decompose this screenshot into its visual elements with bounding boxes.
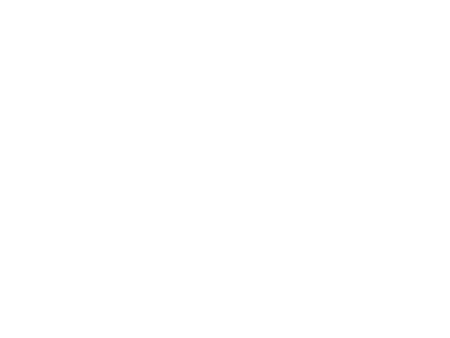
Bar xyxy=(27,24,414,68)
Text: GbE: GbE xyxy=(70,242,95,255)
Text: 1: 1 xyxy=(222,320,228,329)
Text: Hub: Hub xyxy=(70,114,95,127)
Text: Bridges: Bridges xyxy=(70,165,117,178)
Text: Switches: Switches xyxy=(70,191,126,204)
Bar xyxy=(32,28,419,72)
Text: VLANs: VLANs xyxy=(70,217,110,230)
Text: NIC: NIC xyxy=(70,140,91,152)
Text: Module 4.3:   Repeaters, Bridges, & Switches: Module 4.3: Repeaters, Bridges, & Switch… xyxy=(16,38,425,53)
Text: Repeater: Repeater xyxy=(70,88,127,101)
Text: K. Salah: K. Salah xyxy=(36,320,73,329)
